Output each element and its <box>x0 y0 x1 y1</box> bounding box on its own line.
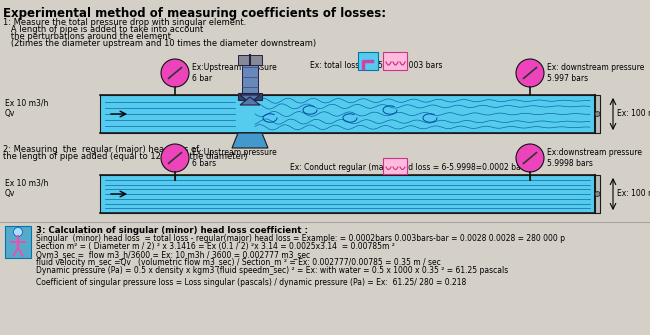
Text: Ex 10 m3/h
Qv: Ex 10 m3/h Qv <box>5 179 48 198</box>
Text: (2times the diameter upstream and 10 times the diameter downstream): (2times the diameter upstream and 10 tim… <box>3 39 316 48</box>
Bar <box>595 175 600 213</box>
Text: fluid velocity m_sec =Qv   (volumetric flow m3_sec) / Section_m ² = Ex: 0.002777: fluid velocity m_sec =Qv (volumetric flo… <box>36 258 441 267</box>
Polygon shape <box>240 97 260 105</box>
Text: Dynamic pressure (Pa) = 0.5 x density x kgm3 (fluid speedm_sec) ² = Ex: with wat: Dynamic pressure (Pa) = 0.5 x density x … <box>36 266 508 275</box>
Text: Ex: downstream pressure
5.997 bars: Ex: downstream pressure 5.997 bars <box>547 63 644 83</box>
Bar <box>358 52 378 70</box>
Bar <box>5 226 31 258</box>
Text: Ex: total loss = 6-5.997=,003 bars: Ex: total loss = 6-5.997=,003 bars <box>310 61 443 70</box>
Text: 3: Calculation of singular (minor) head loss coefficient :: 3: Calculation of singular (minor) head … <box>36 226 308 235</box>
Bar <box>238 55 262 65</box>
Bar <box>100 95 595 133</box>
Text: the perturbations around the element: the perturbations around the element <box>3 32 171 41</box>
Bar <box>383 158 407 174</box>
Bar <box>595 95 600 133</box>
Circle shape <box>161 144 189 172</box>
Text: Section m² = ( Diameter m / 2) ² x 3.1416 = Ex (0.1 / 2) ²x 3.14 = 0.0025x3.14  : Section m² = ( Diameter m / 2) ² x 3.141… <box>36 242 395 251</box>
Text: Ex 10 m3/h
Qv: Ex 10 m3/h Qv <box>5 99 48 118</box>
Text: A length of pipe is added to take into account: A length of pipe is added to take into a… <box>3 25 203 34</box>
Text: Singular  (minor) head loss  = total loss - regular(major) head loss = Example: : Singular (minor) head loss = total loss … <box>36 234 565 243</box>
Bar <box>100 175 595 213</box>
Circle shape <box>14 227 23 237</box>
Circle shape <box>516 144 544 172</box>
Text: Qvm3_sec =  flow m3_h/3600 = Ex: 10 m3h / 3600 = 0.002777 m3_sec: Qvm3_sec = flow m3_h/3600 = Ex: 10 m3h /… <box>36 250 310 259</box>
Text: Ex:Upstream pressure
6 bar: Ex:Upstream pressure 6 bar <box>192 63 277 83</box>
Text: 2: Measuring  the  regular (major) head loss of: 2: Measuring the regular (major) head lo… <box>3 145 199 154</box>
Text: Ex: Conduct regular (major)load loss = 6-5.9998=0.0002 bar: Ex: Conduct regular (major)load loss = 6… <box>290 163 524 172</box>
Text: Experimental method of measuring coefficients of losses:: Experimental method of measuring coeffic… <box>3 7 386 20</box>
Text: Coefficient of singular pressure loss = Loss singular (pascals) / dynamic pressu: Coefficient of singular pressure loss = … <box>36 278 466 287</box>
Text: the length of pipe added (equal to 12 times the diameter): the length of pipe added (equal to 12 ti… <box>3 152 248 161</box>
Text: Ex: 100 mm: Ex: 100 mm <box>617 110 650 119</box>
Polygon shape <box>240 95 260 103</box>
Circle shape <box>595 192 600 197</box>
Circle shape <box>161 59 189 87</box>
Bar <box>383 52 407 70</box>
Text: Ex: 100 mm: Ex: 100 mm <box>617 190 650 199</box>
Polygon shape <box>238 93 262 100</box>
Text: Ex:Upstream pressure
6 bars: Ex:Upstream pressure 6 bars <box>192 148 277 168</box>
Text: 1: Measure the total pressure drop with singular element.: 1: Measure the total pressure drop with … <box>3 18 246 27</box>
Bar <box>242 65 258 95</box>
Circle shape <box>516 59 544 87</box>
Polygon shape <box>232 133 268 148</box>
Text: Ex:downstream pressure
5.9998 bars: Ex:downstream pressure 5.9998 bars <box>547 148 642 168</box>
Circle shape <box>595 112 600 117</box>
